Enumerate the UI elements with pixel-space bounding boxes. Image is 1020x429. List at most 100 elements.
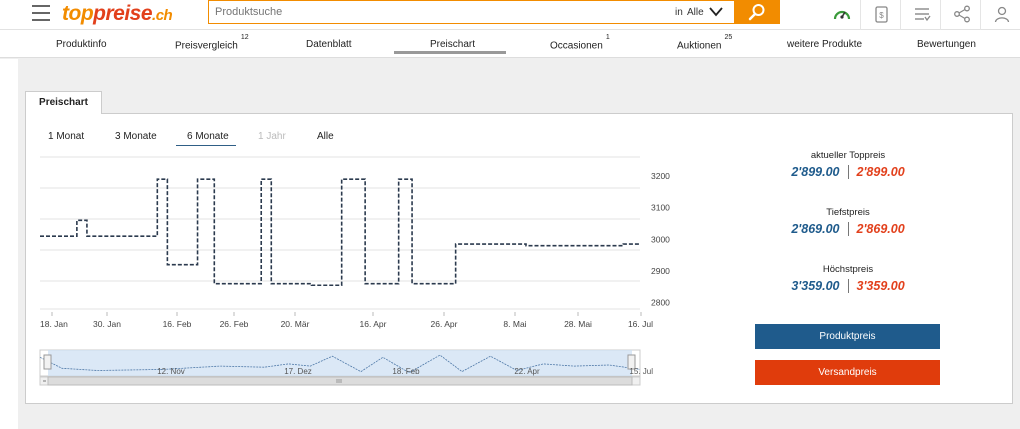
x-tick-label: 16. Jul [628, 319, 653, 329]
panel-tab-preischart[interactable]: Preischart [25, 91, 102, 114]
tab-count-badge: 25 [724, 34, 733, 41]
tab-label: Preisvergleich [175, 40, 238, 52]
highest-price-row: 3'359.00 3'359.00 [750, 279, 946, 293]
highest-price-value: 3'359.00 [791, 279, 840, 293]
tab-auktionen[interactable]: Auktionen25 [677, 34, 732, 52]
lowest-price-label: Tiefstpreis [826, 207, 870, 218]
x-tick-label: 28. Mai [564, 319, 592, 329]
left-gutter [0, 59, 18, 429]
current-top-price-label: aktueller Toppreis [810, 150, 886, 161]
x-tick-label: 16. Feb [163, 319, 192, 329]
search-button[interactable] [734, 0, 780, 24]
x-tick-label: 8. Mai [503, 319, 526, 329]
user-button[interactable] [980, 0, 1020, 30]
logo-part-ch: .ch [152, 7, 173, 24]
price-history-line [40, 178, 640, 287]
search-box: in Alle [208, 0, 736, 24]
navigator-x-label: 17. Dez [284, 367, 312, 376]
tab-label: weitere Produkte [787, 39, 863, 50]
tab-produktinfo[interactable]: Produktinfo [56, 39, 107, 50]
navigator-selection[interactable] [48, 350, 632, 376]
tab-count-badge: 1 [605, 34, 610, 41]
shipping-price-button[interactable]: Versandpreis [755, 360, 940, 385]
time-range-selector: 1 Monat 3 Monate 6 Monate 1 Jahr Alle [40, 130, 360, 148]
x-tick-label: 20. Mär [281, 319, 310, 329]
highest-price-shipping-value: 3'359.00 [856, 279, 905, 293]
logo[interactable]: toppreise.ch [62, 2, 173, 27]
price-separator [847, 279, 849, 293]
hamburger-menu-icon[interactable] [32, 5, 50, 21]
tab-label: Datenblatt [306, 39, 352, 50]
navigator-x-label: 22. Apr [514, 367, 540, 376]
navigator-x-label: 15. Jul [629, 367, 653, 376]
logo-part-preise: preise [93, 2, 153, 25]
navigator-handle-left[interactable] [43, 354, 52, 370]
tab-preisvergleich[interactable]: Preisvergleich12 [175, 34, 249, 52]
tab-occasionen[interactable]: Occasionen1 [550, 34, 610, 52]
top-bar: toppreise.ch in Alle $ [0, 0, 1020, 30]
x-tick-label: 26. Feb [220, 319, 249, 329]
tab-weitere-produkte[interactable]: weitere Produkte [787, 39, 862, 50]
range-6-monate[interactable]: 6 Monate [187, 131, 229, 142]
x-tick-label: 18. Jan [40, 319, 68, 329]
price-summary: aktueller Toppreis 2'899.00 2'899.00 Tie… [750, 150, 946, 293]
navigator-handle-right[interactable] [627, 354, 636, 370]
product-nav: Produktinfo Preisvergleich12 Datenblatt … [0, 30, 1020, 58]
range-alle[interactable]: Alle [317, 131, 334, 142]
highest-price-label: Höchstpreis [822, 264, 874, 275]
speedometer-icon [833, 10, 851, 20]
range-1-monat[interactable]: 1 Monat [48, 131, 85, 142]
tab-label: Auktionen [677, 40, 722, 52]
current-top-price-row: 2'899.00 2'899.00 [750, 165, 946, 179]
chevron-down-icon[interactable] [709, 5, 723, 17]
tab-datenblatt[interactable]: Datenblatt [306, 39, 352, 50]
price-separator [847, 222, 849, 236]
navigator-x-label: 12. Nov [157, 367, 185, 376]
search-input[interactable] [215, 4, 655, 20]
y-tick-label: 3200 [651, 171, 670, 181]
y-tick-label: 2800 [651, 298, 670, 308]
search-icon [748, 4, 765, 21]
tab-bewertungen[interactable]: Bewertungen [917, 39, 976, 50]
y-tick-label: 3000 [651, 234, 670, 244]
navigator-series-line [39, 354, 641, 374]
logo-part-top: top [62, 2, 94, 25]
y-tick-label: 2900 [651, 266, 670, 276]
current-top-price-shipping-value: 2'899.00 [856, 165, 905, 179]
tab-label: Bewertungen [917, 39, 976, 50]
current-top-price-value: 2'899.00 [791, 165, 840, 179]
price-separator [847, 165, 849, 179]
list-button[interactable] [900, 0, 940, 30]
y-tick-label: 3100 [651, 203, 670, 213]
tab-label: Occasionen [550, 40, 603, 52]
lowest-price-value: 2'869.00 [791, 222, 840, 236]
lowest-price-shipping-value: 2'869.00 [856, 222, 905, 236]
share-icon [954, 5, 970, 23]
user-icon [994, 6, 1010, 23]
tab-label: Produktinfo [56, 39, 107, 50]
svg-text:$: $ [879, 11, 884, 20]
share-button[interactable] [940, 0, 980, 30]
lowest-price-row: 2'869.00 2'869.00 [750, 222, 946, 236]
x-tick-label: 30. Jan [93, 319, 121, 329]
speedometer-button[interactable] [820, 0, 860, 30]
toolbar-icons: $ [820, 0, 1020, 30]
list-icon [915, 8, 931, 22]
product-price-button[interactable]: Produktpreis [755, 324, 940, 349]
tab-count-badge: 12 [240, 34, 249, 41]
price-alert-icon: $ [875, 6, 888, 23]
x-tick-label: 16. Apr [360, 319, 387, 329]
navigator-x-label: 18. Feb [392, 367, 420, 376]
tab-label: Preischart [430, 39, 476, 50]
selected-range-underline [176, 145, 236, 146]
navigator-scrollbar-thumb[interactable] [47, 376, 633, 386]
range-3-monate[interactable]: 3 Monate [115, 131, 157, 142]
price-alert-button[interactable]: $ [860, 0, 900, 30]
search-scope-select[interactable]: Alle [687, 7, 704, 18]
range-1-jahr: 1 Jahr [258, 131, 286, 142]
tab-preischart[interactable]: Preischart [430, 39, 475, 50]
search-scope-prefix: in [675, 7, 683, 18]
active-tab-indicator [394, 51, 506, 54]
scrollbar-grip-icon [336, 379, 342, 383]
x-tick-label: 26. Apr [431, 319, 458, 329]
